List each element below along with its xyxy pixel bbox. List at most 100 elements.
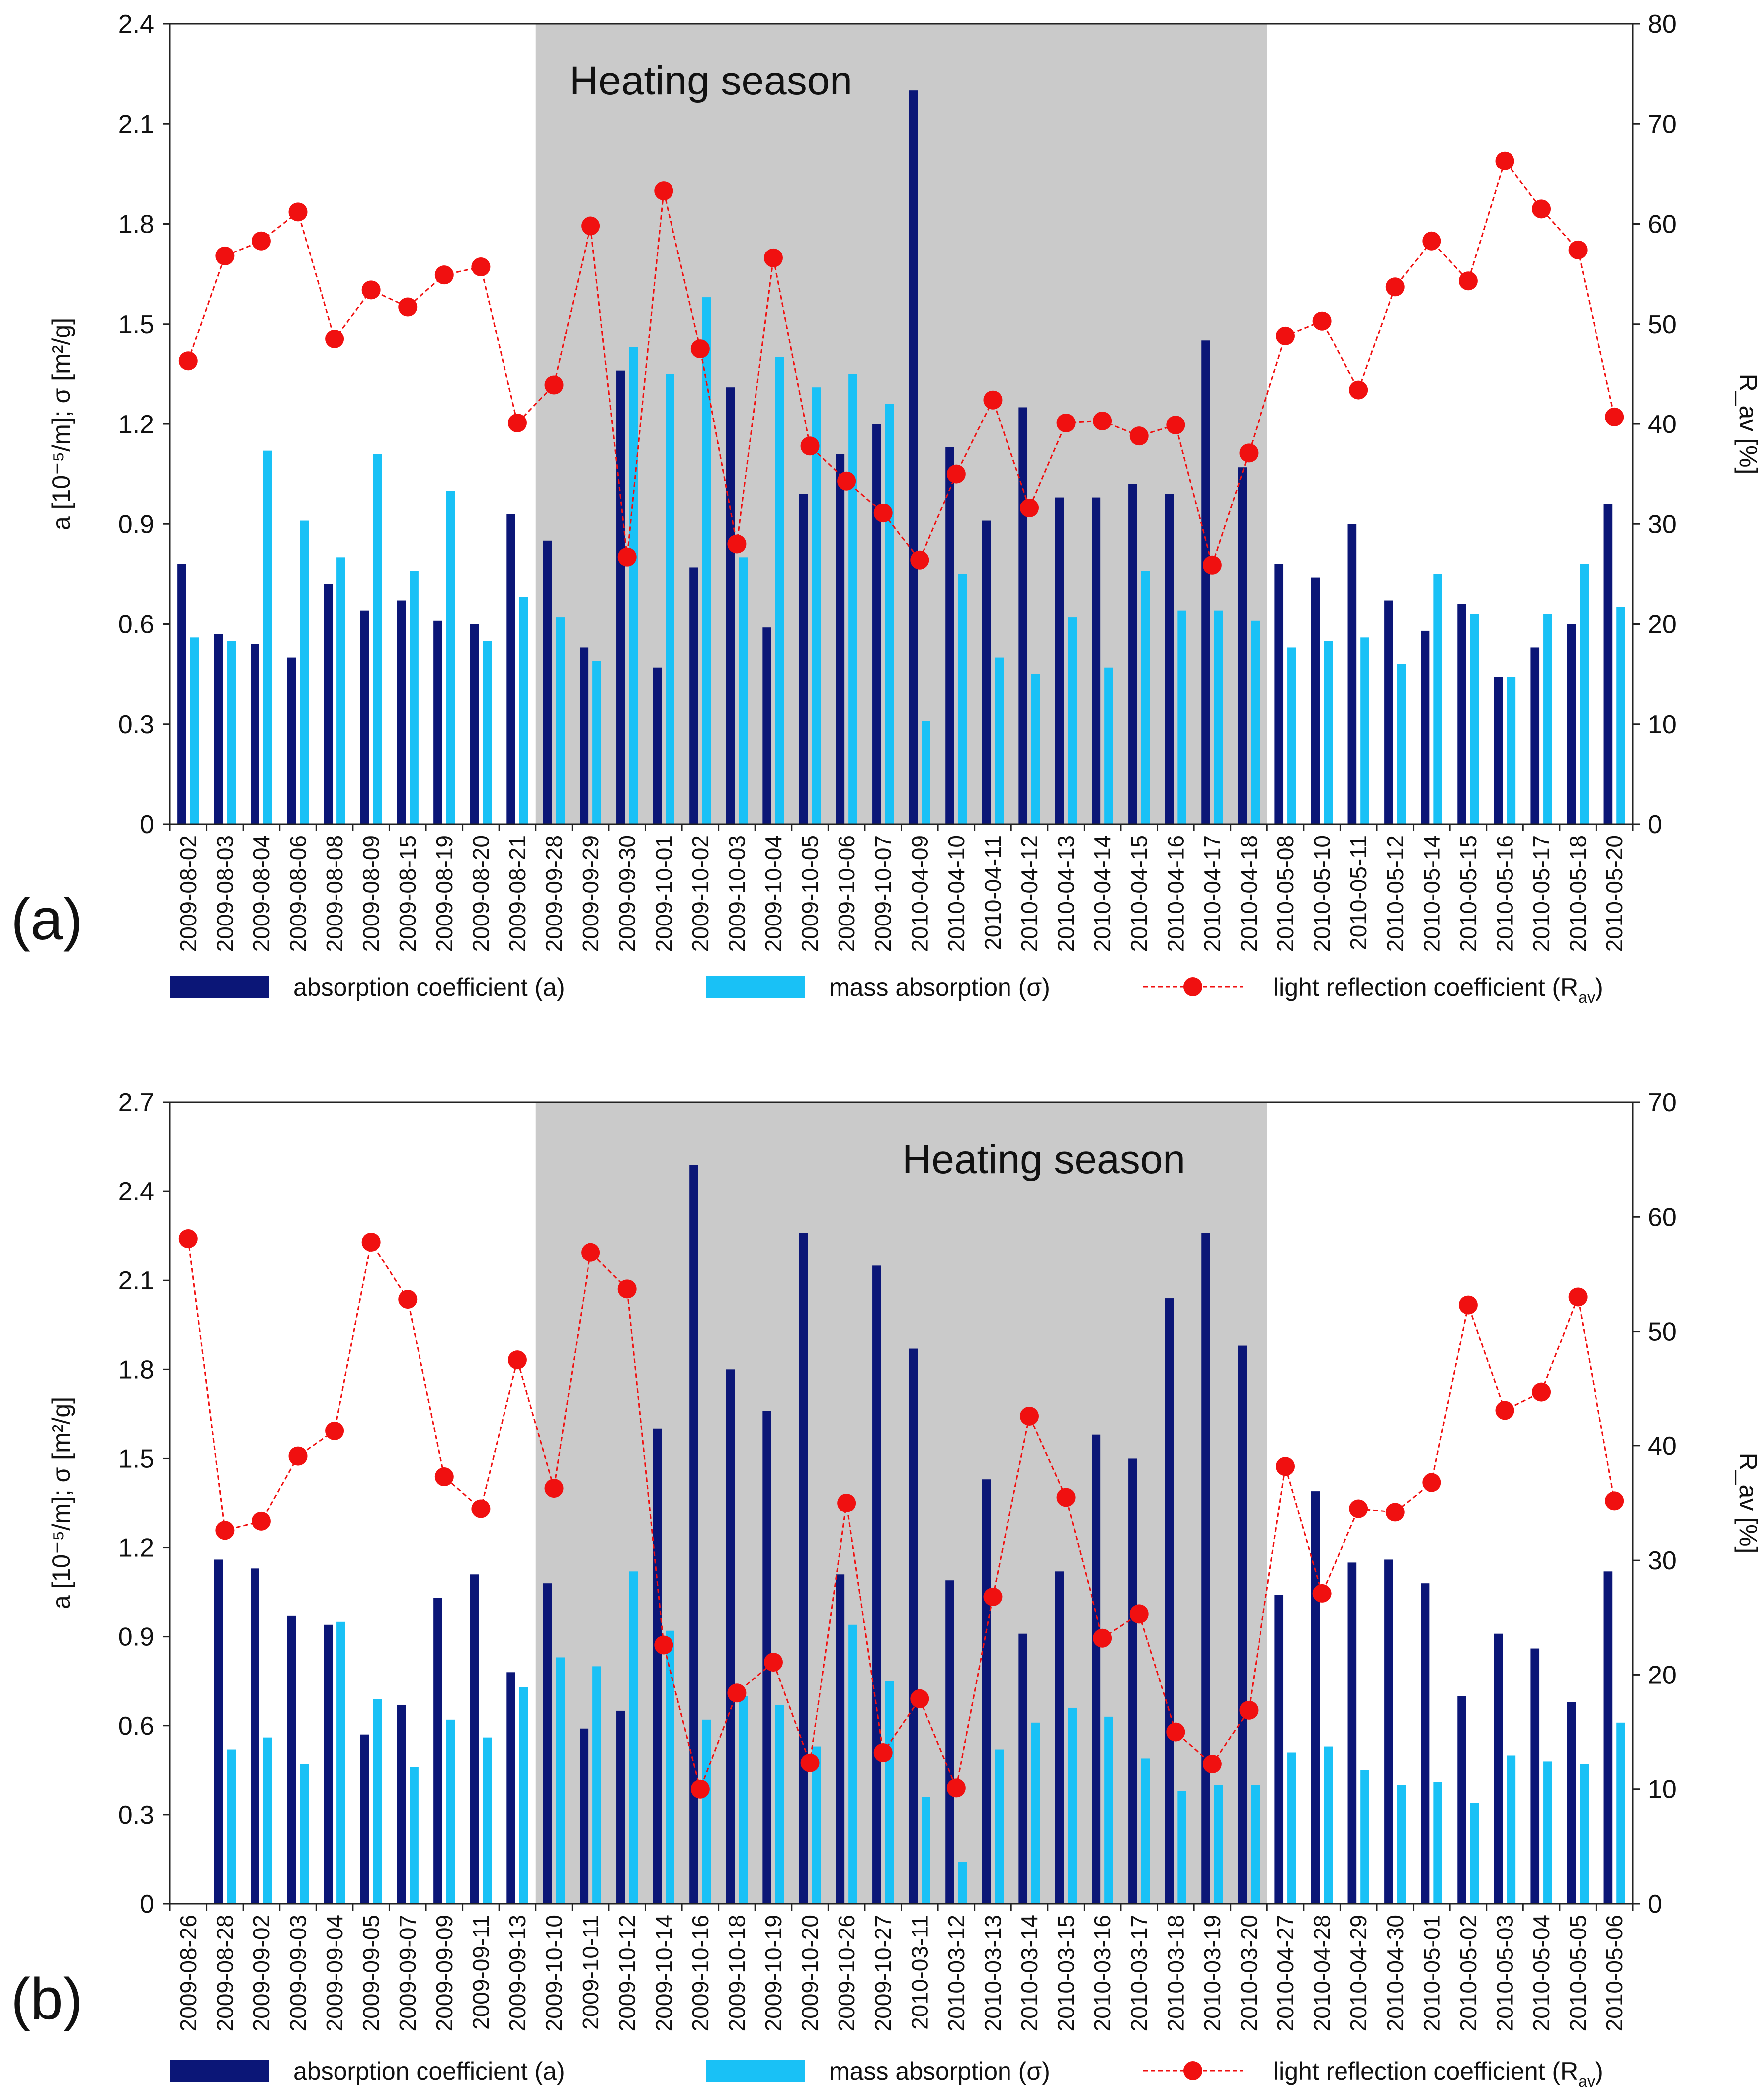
point-reflection (946, 464, 966, 484)
y-left-axis-title: a [10⁻⁵/m]; σ [m²/g] (47, 318, 75, 530)
bar-mass-absorption (885, 1681, 894, 1904)
bar-absorption (1494, 677, 1503, 824)
bar-absorption (1603, 504, 1613, 824)
legend-swatch-absorption (170, 2060, 269, 2082)
point-reflection (983, 1587, 1003, 1606)
point-reflection (1349, 380, 1368, 400)
bar-mass-absorption (592, 1666, 601, 1904)
point-reflection (215, 246, 235, 265)
bar-absorption (1567, 624, 1576, 824)
point-reflection (617, 1279, 637, 1299)
point-reflection (1422, 1473, 1441, 1492)
point-reflection (1532, 1382, 1551, 1402)
bar-mass-absorption (666, 1630, 674, 1904)
point-reflection (178, 1229, 198, 1249)
point-reflection (1202, 555, 1222, 575)
point-reflection (1093, 1628, 1112, 1648)
x-tick-label: 2009-09-30 (614, 835, 640, 952)
bar-mass-absorption (812, 387, 821, 824)
bar-mass-absorption (519, 597, 528, 824)
legend-label-reflection-close: ) (1595, 2057, 1603, 2085)
bar-absorption (872, 1265, 881, 1904)
x-tick-label: 2010-05-18 (1565, 835, 1591, 952)
y-left-tick-label: 1.5 (118, 1444, 154, 1473)
point-reflection (325, 329, 344, 348)
bar-absorption (1421, 630, 1430, 824)
bar-mass-absorption (995, 657, 1004, 824)
bar-mass-absorption (446, 491, 455, 824)
bar-absorption (1311, 1491, 1320, 1904)
bar-mass-absorption (775, 1704, 784, 1904)
x-tick-label: 2009-08-06 (285, 835, 311, 952)
x-tick-label: 2009-09-09 (431, 1915, 457, 2031)
point-reflection (1020, 1406, 1039, 1426)
y-right-axis-title: R_av [%] (1734, 374, 1762, 475)
bar-mass-absorption (519, 1687, 528, 1904)
x-tick-label: 2009-09-05 (358, 1915, 384, 2031)
bar-absorption (433, 1598, 442, 1904)
point-reflection (690, 339, 710, 359)
point-reflection (763, 1653, 783, 1672)
point-reflection (507, 1350, 527, 1370)
point-reflection (1532, 199, 1551, 219)
bar-mass-absorption (373, 1699, 382, 1904)
x-tick-label: 2009-10-20 (797, 1915, 823, 2031)
y-right-tick-label: 10 (1648, 710, 1677, 739)
x-tick-label: 2009-10-05 (797, 835, 823, 952)
bar-mass-absorption (958, 1862, 967, 1904)
bar-mass-absorption (1470, 614, 1479, 824)
x-tick-label: 2010-03-11 (907, 1915, 932, 2030)
bar-mass-absorption (556, 617, 565, 824)
bar-mass-absorption (592, 661, 601, 824)
bar-mass-absorption (1616, 1722, 1625, 1904)
bar-absorption (1128, 484, 1137, 824)
bar-mass-absorption (1470, 1803, 1479, 1904)
bar-mass-absorption (1287, 647, 1296, 824)
bar-absorption (653, 667, 662, 824)
bar-mass-absorption (227, 641, 236, 824)
y-left-tick-label: 2.4 (118, 10, 154, 39)
point-reflection (1093, 411, 1112, 430)
point-reflection (1239, 1700, 1259, 1720)
x-tick-label: 2009-10-27 (870, 1915, 896, 2031)
bar-absorption (945, 1580, 954, 1904)
point-reflection (946, 1778, 966, 1798)
point-reflection (1568, 240, 1588, 259)
point-reflection (837, 1494, 856, 1512)
bar-mass-absorption (1031, 1722, 1040, 1904)
bar-mass-absorption (995, 1749, 1004, 1904)
bar-mass-absorption (1068, 1707, 1077, 1904)
bar-mass-absorption (1251, 1785, 1260, 1904)
y-right-tick-label: 60 (1648, 1203, 1677, 1232)
bar-mass-absorption (1068, 617, 1077, 824)
legend-label-absorption: absorption coefficient (a) (293, 2057, 565, 2085)
y-right-tick-label: 70 (1648, 110, 1677, 139)
bar-absorption (433, 620, 442, 824)
legend-swatch-mass-absorption (706, 976, 805, 998)
bar-absorption (580, 647, 589, 824)
legend-label-reflection-sub: av (1578, 988, 1595, 1006)
y-right-tick-label: 80 (1648, 10, 1677, 39)
point-reflection (1312, 1584, 1332, 1603)
bar-absorption (360, 1734, 369, 1904)
bar-mass-absorption (922, 1797, 930, 1904)
bar-absorption (982, 520, 991, 824)
bar-absorption (543, 540, 552, 824)
bar-absorption (836, 1574, 845, 1904)
point-reflection (1349, 1499, 1368, 1518)
x-tick-label: 2009-09-13 (504, 1915, 530, 2031)
bar-mass-absorption (300, 520, 309, 824)
x-tick-label: 2009-08-08 (322, 835, 347, 952)
bar-mass-absorption (848, 1624, 857, 1904)
x-tick-label: 2009-10-11 (578, 1915, 603, 2030)
x-tick-label: 2009-10-04 (760, 835, 786, 952)
point-reflection (1385, 1503, 1405, 1522)
point-reflection (1202, 1755, 1222, 1774)
x-tick-label: 2009-10-26 (834, 1915, 859, 2031)
y-right-tick-label: 50 (1648, 1318, 1677, 1346)
y-left-axis-title: a [10⁻⁵/m]; σ [m²/g] (47, 1397, 75, 1609)
x-tick-label: 2010-05-20 (1601, 835, 1627, 952)
y-right-tick-label: 20 (1648, 1661, 1677, 1689)
bar-absorption (1092, 1434, 1101, 1904)
x-tick-label: 2009-10-01 (651, 835, 676, 952)
